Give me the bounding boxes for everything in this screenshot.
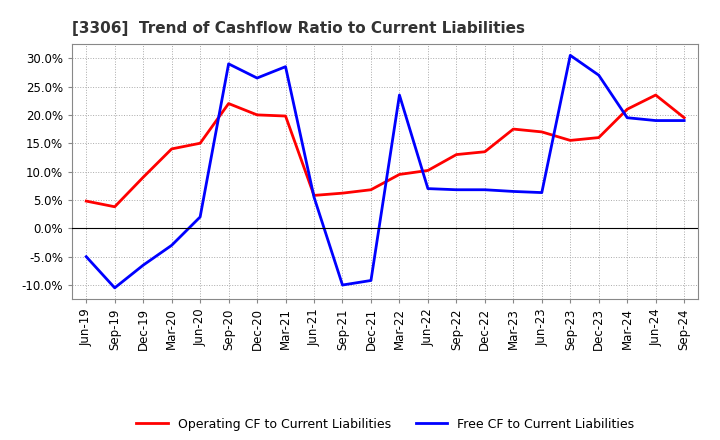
- Operating CF to Current Liabilities: [395, 172, 404, 177]
- Free CF to Current Liabilities: [566, 53, 575, 58]
- Free CF to Current Liabilities: [366, 278, 375, 283]
- Free CF to Current Liabilities: [282, 64, 290, 70]
- Free CF to Current Liabilities: [395, 92, 404, 98]
- Line: Operating CF to Current Liabilities: Operating CF to Current Liabilities: [86, 95, 684, 207]
- Free CF to Current Liabilities: [509, 189, 518, 194]
- Operating CF to Current Liabilities: [566, 138, 575, 143]
- Free CF to Current Liabilities: [167, 243, 176, 248]
- Operating CF to Current Liabilities: [139, 175, 148, 180]
- Operating CF to Current Liabilities: [680, 115, 688, 121]
- Operating CF to Current Liabilities: [537, 129, 546, 135]
- Operating CF to Current Liabilities: [652, 92, 660, 98]
- Operating CF to Current Liabilities: [225, 101, 233, 106]
- Operating CF to Current Liabilities: [595, 135, 603, 140]
- Free CF to Current Liabilities: [82, 254, 91, 259]
- Free CF to Current Liabilities: [196, 214, 204, 220]
- Operating CF to Current Liabilities: [423, 168, 432, 173]
- Operating CF to Current Liabilities: [310, 193, 318, 198]
- Free CF to Current Liabilities: [423, 186, 432, 191]
- Free CF to Current Liabilities: [623, 115, 631, 121]
- Free CF to Current Liabilities: [452, 187, 461, 192]
- Free CF to Current Liabilities: [310, 194, 318, 200]
- Text: [3306]  Trend of Cashflow Ratio to Current Liabilities: [3306] Trend of Cashflow Ratio to Curren…: [72, 21, 525, 36]
- Line: Free CF to Current Liabilities: Free CF to Current Liabilities: [86, 55, 684, 288]
- Free CF to Current Liabilities: [537, 190, 546, 195]
- Operating CF to Current Liabilities: [282, 114, 290, 119]
- Free CF to Current Liabilities: [652, 118, 660, 123]
- Free CF to Current Liabilities: [225, 61, 233, 66]
- Operating CF to Current Liabilities: [196, 141, 204, 146]
- Operating CF to Current Liabilities: [167, 146, 176, 151]
- Operating CF to Current Liabilities: [82, 198, 91, 204]
- Operating CF to Current Liabilities: [623, 106, 631, 112]
- Free CF to Current Liabilities: [253, 75, 261, 81]
- Operating CF to Current Liabilities: [452, 152, 461, 157]
- Free CF to Current Liabilities: [139, 263, 148, 268]
- Free CF to Current Liabilities: [595, 73, 603, 78]
- Legend: Operating CF to Current Liabilities, Free CF to Current Liabilities: Operating CF to Current Liabilities, Fre…: [131, 413, 639, 436]
- Operating CF to Current Liabilities: [110, 204, 119, 209]
- Free CF to Current Liabilities: [480, 187, 489, 192]
- Operating CF to Current Liabilities: [509, 126, 518, 132]
- Free CF to Current Liabilities: [338, 282, 347, 288]
- Free CF to Current Liabilities: [110, 285, 119, 290]
- Operating CF to Current Liabilities: [480, 149, 489, 154]
- Operating CF to Current Liabilities: [253, 112, 261, 117]
- Operating CF to Current Liabilities: [338, 191, 347, 196]
- Operating CF to Current Liabilities: [366, 187, 375, 192]
- Free CF to Current Liabilities: [680, 118, 688, 123]
